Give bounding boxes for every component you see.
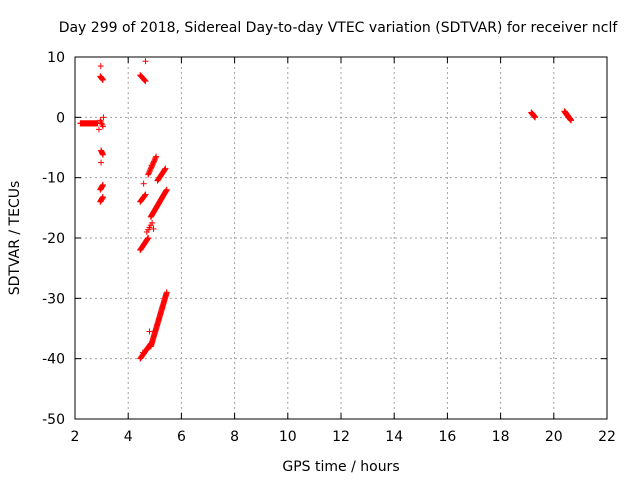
data-point [142, 191, 149, 198]
data-point [99, 76, 106, 83]
data-point [142, 78, 149, 85]
data-point [146, 328, 153, 335]
x-tick-label: 8 [230, 429, 239, 445]
y-tick-label: -10 [42, 171, 65, 187]
x-tick-label: 4 [124, 429, 133, 445]
data-point [99, 151, 106, 158]
y-tick-label: 10 [47, 50, 65, 66]
x-tick-label: 20 [545, 429, 563, 445]
data-point [568, 117, 575, 124]
y-tick-label: -40 [42, 352, 65, 368]
data-point [99, 193, 106, 200]
data-point [99, 181, 106, 188]
data-point [97, 63, 104, 70]
data-point [162, 165, 169, 172]
data-point [145, 235, 152, 241]
data-point [141, 77, 148, 84]
chart-title: Day 299 of 2018, Sidereal Day-to-day VTE… [59, 20, 619, 36]
data-point [143, 346, 150, 353]
x-axis-label: GPS time / hours [282, 459, 399, 475]
data-point [141, 192, 148, 199]
x-tick-label: 2 [71, 429, 80, 445]
x-tick-label: 22 [598, 429, 616, 445]
y-tick-label: 0 [56, 110, 65, 126]
data-point [153, 153, 160, 160]
x-tick-label: 6 [177, 429, 186, 445]
data-point [161, 166, 168, 173]
y-axis-label: SDTVAR / TECUs [7, 181, 23, 296]
data-point [140, 180, 147, 187]
x-tick-label: 16 [438, 429, 456, 445]
data-point [149, 219, 156, 226]
data-point [100, 114, 107, 121]
x-tick-label: 14 [385, 429, 403, 445]
data-point [148, 162, 155, 169]
x-tick-label: 18 [492, 429, 510, 445]
data-point [99, 123, 106, 130]
data-point [98, 159, 105, 166]
axis-ticks: 2 4 6 8 10 12 14 16 18 20 22 -50 -40 -30 -20 -10 0 10 [42, 50, 616, 445]
y-tick-label: -50 [42, 412, 65, 428]
y-tick-label: -30 [42, 291, 65, 307]
data-point [150, 225, 157, 232]
data-point [95, 126, 102, 133]
data-point [139, 349, 146, 356]
data-point [141, 76, 148, 83]
grid-lines [75, 57, 607, 419]
y-tick-label: -20 [42, 231, 65, 247]
data-point [532, 114, 539, 121]
x-tick-label: 10 [279, 429, 297, 445]
data-point [144, 235, 151, 242]
data-point [98, 120, 105, 127]
x-tick-label: 12 [332, 429, 350, 445]
data-point [142, 58, 149, 65]
data-point [152, 154, 159, 161]
data-point [163, 289, 170, 296]
data-point [163, 186, 170, 193]
data-points [77, 58, 575, 362]
